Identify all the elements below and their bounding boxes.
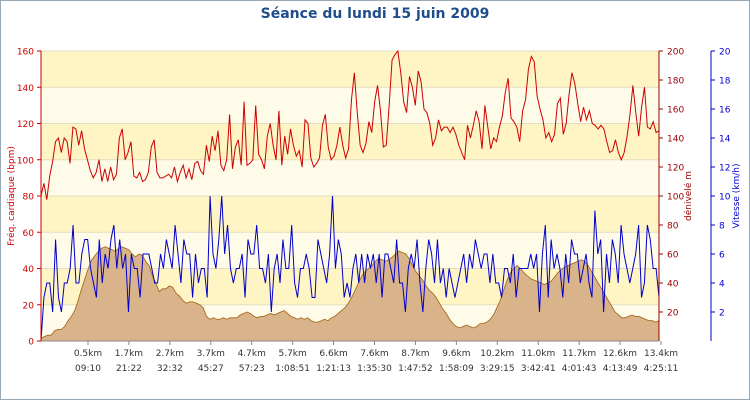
speed-tick-label: 14	[719, 135, 731, 145]
x-time-label: 57:23	[239, 364, 265, 374]
speed-tick-label: 12	[719, 164, 730, 174]
elevation-tick-label: 120	[667, 164, 684, 174]
left-axis-title: Fréq. cardiaque (bpm)	[6, 146, 17, 246]
elevation-tick-label: 200	[667, 48, 684, 58]
elevation-tick-label: 80	[667, 222, 679, 232]
speed-tick-label: 18	[719, 77, 731, 87]
left-tick-label: 60	[23, 229, 35, 239]
x-time-label: 1:08:51	[275, 364, 310, 374]
left-tick-label: 140	[17, 84, 34, 94]
speed-tick-label: 20	[719, 48, 731, 58]
left-tick-label: 20	[23, 301, 35, 311]
x-time-label: 1:35:30	[357, 364, 392, 374]
elevation-tick-label: 180	[667, 77, 684, 87]
elevation-tick-label: 140	[667, 135, 684, 145]
background-band	[41, 159, 659, 196]
speed-tick-label: 4	[719, 280, 725, 290]
background-band	[41, 196, 659, 233]
x-time-label: 32:32	[157, 364, 183, 374]
elevation-axis-title: dénivelé m	[683, 171, 694, 221]
x-distance-label: 1.7km	[115, 349, 143, 359]
speed-axis-title: Vitesse (km/h)	[732, 163, 742, 228]
elevation-tick-label: 20	[667, 309, 679, 319]
elevation-area	[40, 246, 660, 342]
speed-tick-label: 16	[719, 106, 731, 116]
x-time-label: 09:10	[75, 364, 101, 374]
speed-tick-label: 2	[719, 309, 725, 319]
x-distance-label: 0.5km	[74, 349, 102, 359]
speed-series	[40, 195, 660, 342]
x-distance-label: 8.7km	[401, 349, 429, 359]
x-time-label: 3:29:15	[480, 364, 515, 374]
x-distance-label: 10.2km	[480, 349, 514, 359]
x-time-label: 1:58:09	[439, 364, 474, 374]
elevation-series	[40, 246, 660, 342]
x-distance-label: 9.6km	[442, 349, 470, 359]
left-tick-label: 80	[23, 193, 35, 203]
elevation-tick-label: 40	[667, 280, 679, 290]
x-distance-label: 7.6km	[360, 349, 388, 359]
chart-title: Séance du lundi 15 juin 2009	[260, 6, 490, 22]
x-distance-label: 11.7km	[562, 349, 596, 359]
x-distance-label: 6.6km	[319, 349, 347, 359]
left-tick-label: 40	[23, 265, 35, 275]
x-distance-label: 11.0km	[521, 349, 555, 359]
axes	[37, 50, 715, 345]
x-time-label: 4:25:11	[644, 364, 679, 374]
speed-tick-label: 8	[719, 222, 725, 232]
x-time-label: 3:42:41	[521, 364, 556, 374]
x-time-label: 1:47:52	[398, 364, 433, 374]
background-band	[41, 51, 659, 88]
left-tick-label: 160	[17, 48, 34, 58]
x-distance-label: 4.7km	[238, 349, 266, 359]
x-time-label: 4:01:43	[562, 364, 597, 374]
left-tick-label: 0	[28, 338, 34, 348]
axis-labels: 0 20 40 60 80 100 120 140 160 20 40 60 80 100 120 140 16…	[6, 48, 742, 375]
elevation-tick-label: 60	[667, 251, 679, 261]
x-distance-label: 13.4km	[644, 349, 678, 359]
x-time-label: 4:13:49	[603, 364, 638, 374]
elevation-tick-label: 160	[667, 106, 684, 116]
x-distance-label: 3.7km	[197, 349, 225, 359]
left-tick-label: 120	[17, 120, 34, 130]
x-distance-label: 5.7km	[278, 349, 306, 359]
speed-tick-label: 6	[719, 251, 725, 261]
x-distance-label: 12.6km	[603, 349, 637, 359]
x-distance-label: 2.7km	[156, 349, 184, 359]
x-time-label: 45:27	[198, 364, 224, 374]
x-time-label: 21:22	[116, 364, 142, 374]
series-lines	[40, 49, 660, 342]
x-time-label: 1:21:13	[316, 364, 351, 374]
left-tick-label: 100	[17, 156, 34, 166]
heart-rate-series	[40, 49, 660, 200]
elevation-tick-label: 100	[667, 193, 684, 203]
speed-tick-label: 10	[719, 193, 731, 203]
